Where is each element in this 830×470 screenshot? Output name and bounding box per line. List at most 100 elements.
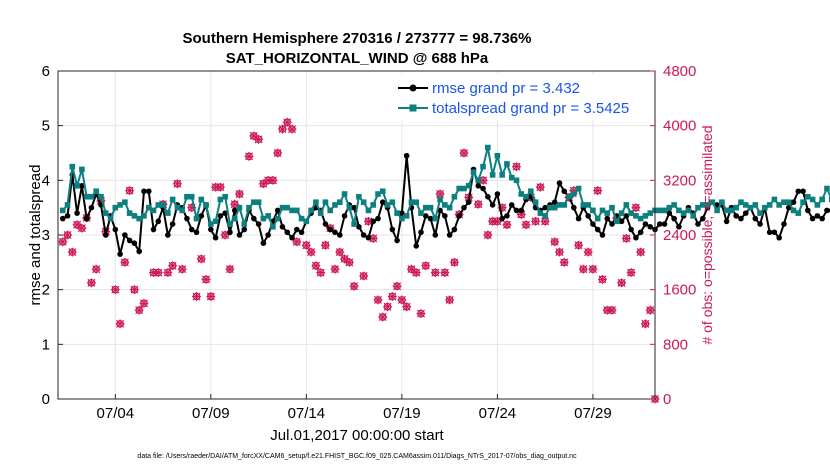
totalspread-point (709, 199, 716, 205)
obs-assimilated-point (598, 275, 607, 284)
legend-totalspread-marker (409, 104, 417, 112)
y-right-tick-label: 2400 (663, 227, 696, 244)
obs-assimilated-point (502, 220, 512, 230)
obs-assimilated-point (440, 268, 450, 277)
obs-assimilated-point (578, 264, 588, 274)
obs-assimilated-point (196, 254, 206, 264)
rmse-point (274, 207, 281, 214)
totalspread-point (327, 207, 334, 214)
rmse-point (208, 226, 214, 233)
obs-assimilated-point (450, 257, 459, 267)
rmse-point (399, 210, 405, 216)
totalspread-point (141, 213, 147, 219)
series-lines (59, 144, 830, 257)
totalspread-point (231, 215, 238, 222)
rmse-point (365, 234, 372, 241)
rmse-point (222, 210, 228, 216)
y-right-tick-label: 0 (663, 391, 671, 408)
obs-assimilated-point (387, 292, 397, 301)
totalspread-point (317, 210, 324, 216)
totalspread-point (523, 193, 529, 200)
rmse-point (771, 229, 778, 236)
rmse-point (298, 229, 305, 236)
totalspread-point (145, 204, 152, 211)
rmse-point (738, 215, 744, 222)
totalspread-point (704, 202, 711, 208)
rmse-point (757, 221, 763, 227)
totalspread-point (298, 215, 305, 222)
totalspread-point (599, 207, 606, 214)
rmse-point (695, 221, 701, 227)
totalspread-point (676, 207, 682, 214)
rmse-point (733, 213, 739, 219)
totalspread-point (289, 207, 295, 214)
rmse-point (231, 207, 238, 214)
totalspread-point (771, 196, 778, 203)
totalspread-point (389, 199, 396, 205)
totalspread-point (403, 213, 410, 219)
totalspread-point (571, 191, 577, 197)
obs-assimilated-point (593, 186, 603, 195)
totalspread-point (294, 207, 300, 214)
rmse-point (379, 199, 386, 205)
rmse-point (188, 226, 195, 233)
totalspread-point (485, 144, 491, 151)
obs-assimilated-point (378, 312, 388, 322)
rmse-point (165, 232, 171, 238)
totalspread-point (332, 202, 338, 208)
totalspread-point (647, 210, 654, 216)
totalspread-point (179, 207, 185, 214)
totalspread-point (537, 210, 544, 216)
obs-assimilated-point (330, 264, 340, 274)
totalspread-point (241, 221, 248, 227)
totalspread-point (59, 207, 66, 214)
rmse-point (112, 226, 119, 233)
totalspread-point (609, 204, 615, 211)
totalspread-point (432, 215, 439, 222)
rmse-point (422, 213, 429, 219)
obs-assimilated-point (244, 152, 254, 161)
obs-assimilated-point (110, 285, 120, 295)
totalspread-point (790, 207, 797, 214)
rmse-point (442, 213, 448, 219)
obs-assimilated-point (292, 237, 302, 247)
totalspread-point (690, 213, 697, 219)
obs-assimilated-point (125, 186, 135, 195)
obs-assimilated-point (249, 131, 259, 141)
totalspread-point (222, 193, 228, 200)
rmse-point (413, 243, 420, 249)
obs-assimilated-point (321, 240, 330, 250)
x-tick-label: 07/24 (479, 405, 517, 422)
totalspread-point (150, 207, 157, 214)
totalspread-point (666, 204, 673, 211)
obs-assimilated-point (607, 305, 617, 315)
totalspread-point (714, 207, 720, 214)
rmse-point (126, 237, 133, 244)
obs-assimilated-point (87, 278, 96, 288)
rmse-point (618, 218, 625, 225)
rmse-point (370, 218, 377, 225)
y-left-tick-label: 6 (42, 63, 50, 80)
totalspread-point (427, 204, 434, 211)
totalspread-point (227, 221, 233, 227)
obs-assimilated-point (407, 264, 416, 274)
rmse-point (136, 248, 142, 255)
rmse-point (294, 226, 300, 233)
totalspread-point (169, 196, 176, 203)
totalspread-point (828, 196, 830, 203)
rmse-point (336, 232, 343, 238)
rmse-point (289, 234, 295, 241)
rmse-point (198, 213, 205, 219)
rmse-point (542, 204, 548, 211)
obs-assimilated-point (516, 210, 526, 219)
obs-assimilated-point (225, 264, 235, 274)
totalspread-point (747, 204, 754, 211)
obs-assimilated-point (287, 124, 297, 134)
totalspread-point (480, 163, 486, 170)
obs-assimilated-point (349, 281, 359, 291)
totalspread-point (508, 174, 515, 181)
rmse-point (656, 221, 663, 227)
rmse-point (217, 213, 224, 219)
obs-assimilated-point (421, 261, 431, 271)
totalspread-point (274, 215, 281, 222)
